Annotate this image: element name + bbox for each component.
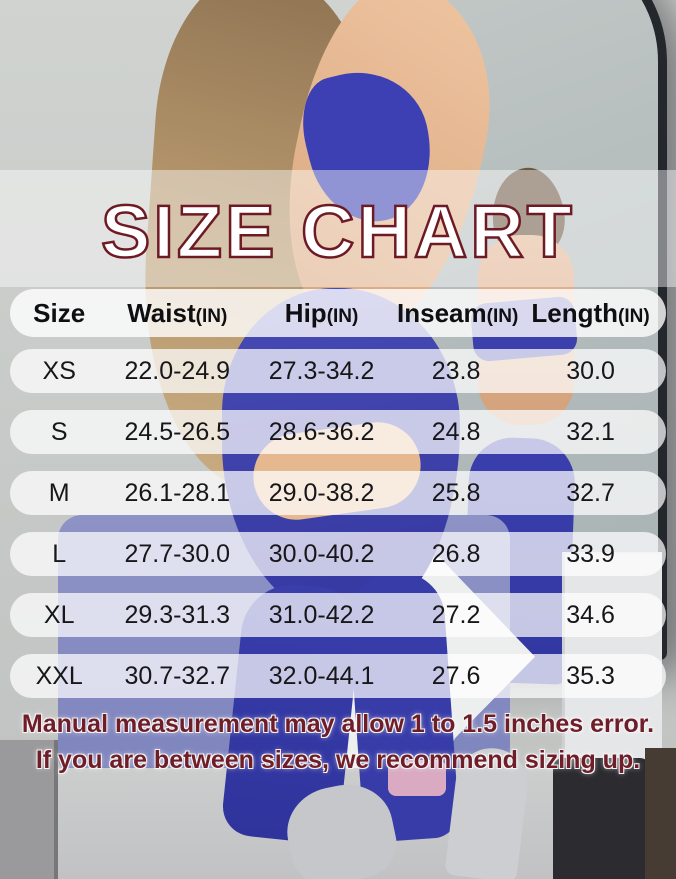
table-row-s: S 24.5-26.5 28.6-36.2 24.8 32.1 xyxy=(10,410,666,454)
cell-inseam: 24.8 xyxy=(431,417,481,446)
cell-size: S xyxy=(50,417,68,446)
cell-length: 32.7 xyxy=(566,478,615,507)
size-table: Size Waist(IN) Hip(IN) Inseam(IN) Length… xyxy=(10,289,666,715)
cell-size: M xyxy=(48,478,70,507)
cell-length: 32.1 xyxy=(566,417,615,446)
page-title: SIZE CHART xyxy=(100,189,575,275)
measurement-note: Manual measurement may allow 1 to 1.5 in… xyxy=(0,706,676,778)
cell-inseam: 27.6 xyxy=(431,661,481,690)
cell-inseam: 26.8 xyxy=(431,539,481,568)
cell-waist: 29.3-31.3 xyxy=(124,600,231,629)
cell-length: 33.9 xyxy=(566,539,615,568)
cell-waist: 26.1-28.1 xyxy=(124,478,231,507)
cell-waist: 30.7-32.7 xyxy=(124,661,231,690)
cell-hip: 28.6-36.2 xyxy=(268,417,375,446)
cell-waist: 22.0-24.9 xyxy=(124,356,231,385)
cell-waist: 24.5-26.5 xyxy=(124,417,231,446)
cell-size: L xyxy=(52,539,67,568)
cell-size: XS xyxy=(42,356,76,385)
cell-size: XL xyxy=(43,600,75,629)
cell-length: 30.0 xyxy=(566,356,615,385)
note-line-2: If you are between sizes, we recommend s… xyxy=(35,746,641,774)
table-row-m: M 26.1-28.1 29.0-38.2 25.8 32.7 xyxy=(10,471,666,515)
cell-waist: 27.7-30.0 xyxy=(124,539,231,568)
pink-floor-item xyxy=(388,760,446,796)
table-row-xxl: XXL 30.7-32.7 32.0-44.1 27.6 35.3 xyxy=(10,654,666,698)
cell-hip: 27.3-34.2 xyxy=(268,356,375,385)
cell-length: 35.3 xyxy=(566,661,615,690)
cell-inseam: 25.8 xyxy=(431,478,481,507)
title-band xyxy=(0,170,676,287)
column-header-waist: Waist(IN) xyxy=(127,297,228,328)
dark-bag xyxy=(553,758,650,879)
cell-length: 34.6 xyxy=(566,600,615,629)
column-header-size: Size xyxy=(33,297,86,328)
cell-hip: 29.0-38.2 xyxy=(268,478,375,507)
cell-inseam: 27.2 xyxy=(431,600,481,629)
column-header-inseam: Inseam(IN) xyxy=(397,297,519,328)
right-furniture-corner xyxy=(645,748,676,879)
left-wall-edge xyxy=(0,740,58,879)
table-row-xl: XL 29.3-31.3 31.0-42.2 27.2 34.6 xyxy=(10,593,666,637)
cell-inseam: 23.8 xyxy=(431,356,481,385)
cell-hip: 30.0-40.2 xyxy=(268,539,375,568)
column-header-length: Length(IN) xyxy=(531,297,650,328)
table-row-xs: XS 22.0-24.9 27.3-34.2 23.8 30.0 xyxy=(10,349,666,393)
cell-hip: 31.0-42.2 xyxy=(268,600,375,629)
cell-hip: 32.0-44.1 xyxy=(268,661,375,690)
column-header-hip: Hip(IN) xyxy=(284,297,359,328)
table-header-row: Size Waist(IN) Hip(IN) Inseam(IN) Length… xyxy=(10,289,666,337)
table-row-l: L 27.7-30.0 30.0-40.2 26.8 33.9 xyxy=(10,532,666,576)
note-line-1: Manual measurement may allow 1 to 1.5 in… xyxy=(21,710,655,738)
cell-size: XXL xyxy=(35,661,83,690)
